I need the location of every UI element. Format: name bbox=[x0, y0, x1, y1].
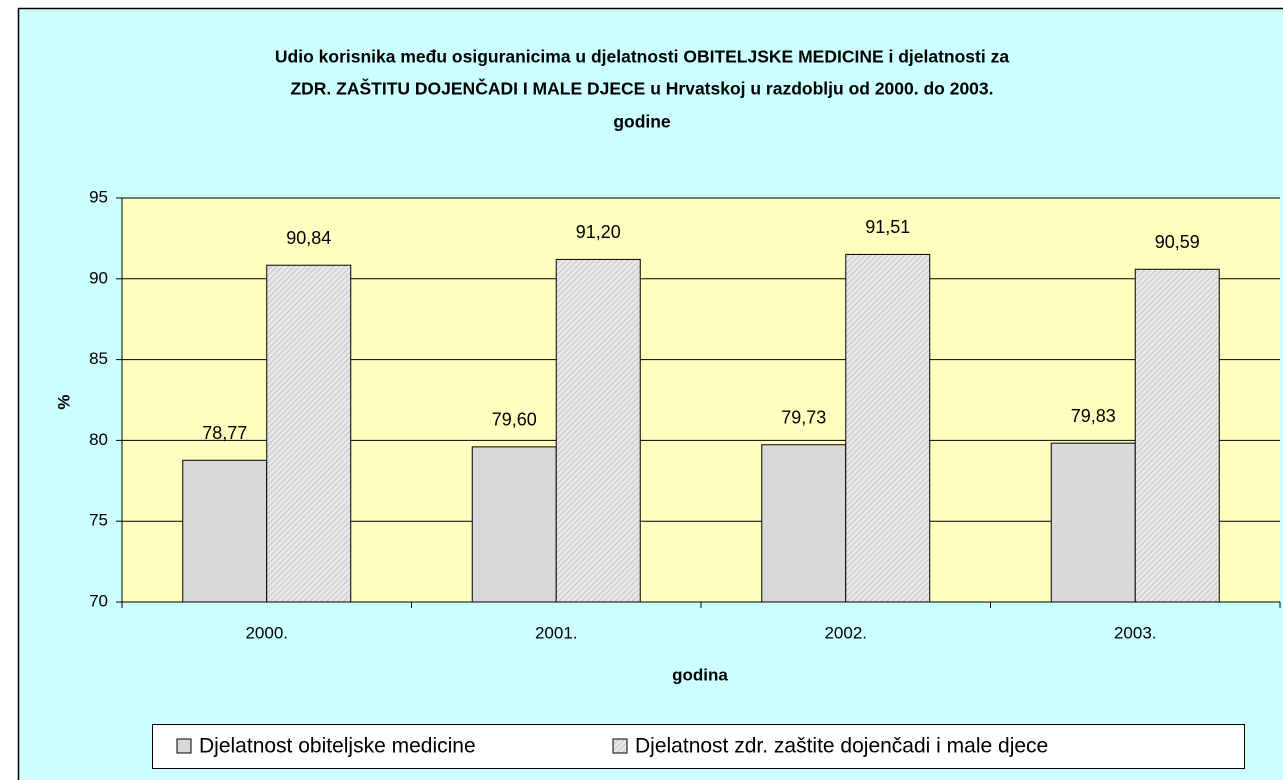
legend-swatch bbox=[176, 738, 192, 754]
value-label: 79,83 bbox=[1071, 406, 1116, 426]
y-tick-label: 85 bbox=[89, 349, 108, 368]
chart-title: Udio korisnika među osiguranicima u djel… bbox=[275, 47, 1009, 67]
bar bbox=[182, 459, 268, 603]
y-tick-label: 90 bbox=[89, 268, 108, 287]
y-tick-label: 75 bbox=[89, 511, 108, 530]
legend-swatch bbox=[612, 738, 628, 754]
x-tick-label: 2000. bbox=[245, 623, 288, 642]
bar bbox=[1050, 442, 1136, 603]
legend-box bbox=[152, 724, 1245, 769]
bar bbox=[761, 444, 847, 603]
x-axis-label: godina bbox=[672, 665, 728, 684]
value-label: 79,60 bbox=[492, 410, 537, 430]
value-label: 78,77 bbox=[202, 423, 247, 443]
value-label: 90,84 bbox=[286, 228, 331, 248]
y-tick-label: 80 bbox=[89, 430, 108, 449]
y-axis-label: % bbox=[54, 394, 73, 409]
bar bbox=[266, 264, 352, 603]
value-label: 91,20 bbox=[576, 222, 621, 242]
x-tick-label: 2003. bbox=[1114, 623, 1157, 642]
bar bbox=[555, 258, 641, 603]
value-label: 91,51 bbox=[865, 217, 910, 237]
x-tick-label: 2002. bbox=[824, 623, 867, 642]
bar bbox=[1134, 268, 1220, 603]
chart-title: ZDR. ZAŠTITU DOJENČADI I MALE DJECE u Hr… bbox=[290, 78, 993, 99]
chart-title: godine bbox=[613, 112, 671, 132]
bar bbox=[471, 446, 557, 603]
legend-label: Djelatnost obiteljske medicine bbox=[199, 735, 476, 758]
bar bbox=[845, 253, 931, 603]
y-tick-label: 70 bbox=[89, 591, 108, 610]
value-label: 79,73 bbox=[781, 408, 826, 428]
value-label: 90,59 bbox=[1155, 232, 1200, 252]
y-tick-label: 95 bbox=[89, 187, 108, 206]
x-tick-label: 2001. bbox=[535, 623, 578, 642]
legend-label: Djelatnost zdr. zaštite dojenčadi i male… bbox=[635, 735, 1048, 758]
